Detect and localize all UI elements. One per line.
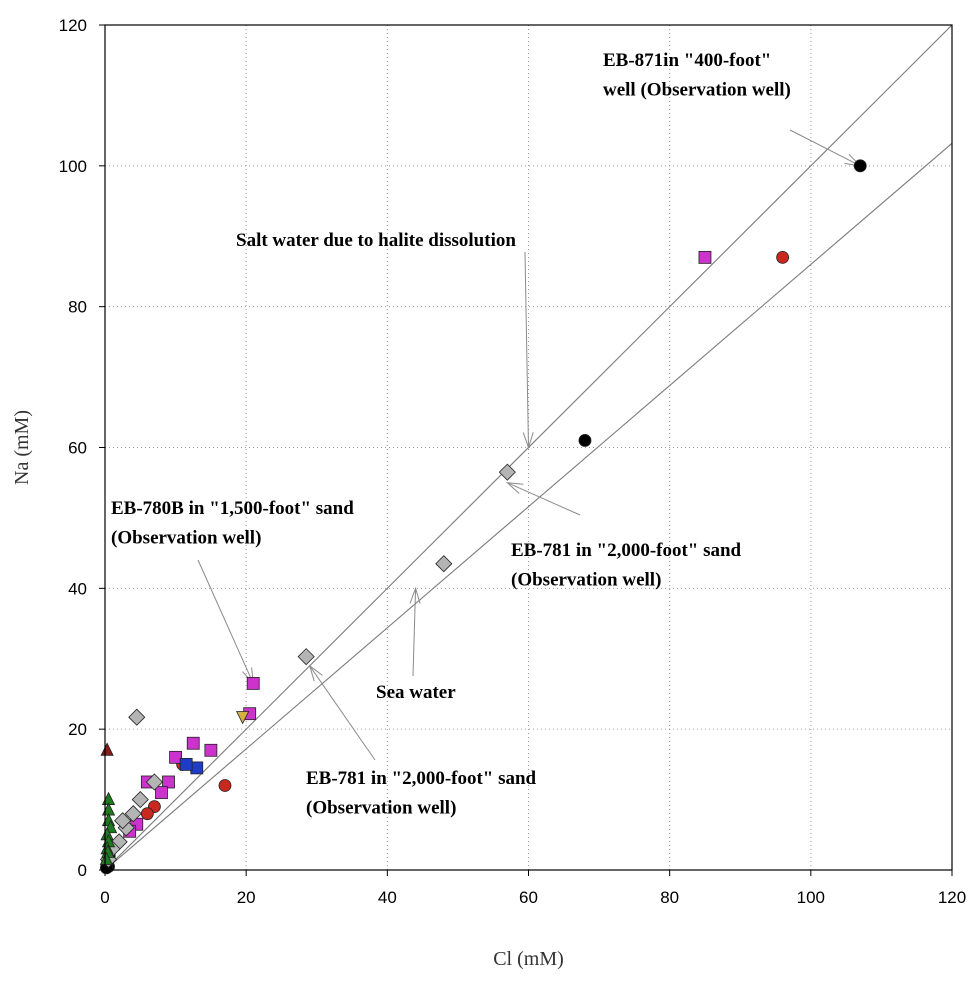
x-tick-label: 100 bbox=[797, 888, 825, 907]
data-point bbox=[131, 791, 149, 809]
annotation-label: EB-780B in "1,500-foot" sand (Observation… bbox=[111, 498, 354, 548]
data-point bbox=[246, 676, 260, 690]
y-tick-label: 60 bbox=[68, 439, 87, 458]
data-point bbox=[498, 463, 516, 481]
data-point bbox=[435, 555, 453, 573]
y-tick-labels: 0 20 40 60 80 100 120 bbox=[59, 16, 87, 880]
x-axis-title: Cl (mM) bbox=[493, 948, 564, 970]
data-point bbox=[853, 159, 867, 173]
annotation-label: Sea water bbox=[376, 682, 456, 703]
data-point bbox=[776, 250, 789, 264]
annotations: EB-871in "400-foot" well (Observation wel… bbox=[111, 50, 791, 818]
data-points bbox=[99, 159, 867, 875]
y-tick-label: 0 bbox=[78, 861, 87, 880]
data-point bbox=[155, 786, 168, 799]
data-point bbox=[218, 779, 232, 792]
annotation-label: EB-871in "400-foot" well (Observation wel… bbox=[603, 50, 791, 100]
x-tick-label: 60 bbox=[519, 888, 538, 907]
y-tick-label: 100 bbox=[59, 157, 87, 176]
x-tick-label: 120 bbox=[938, 888, 966, 907]
annotation-arrow bbox=[309, 665, 376, 761]
x-tick-labels: 0 20 40 60 80 100 120 bbox=[100, 888, 966, 907]
y-tick-label: 80 bbox=[68, 298, 87, 317]
y-axis-title: Na (mM) bbox=[11, 410, 33, 485]
annotation-label: EB-781 in "2,000-foot" sand (Observation … bbox=[306, 768, 537, 818]
data-point bbox=[100, 742, 114, 756]
annotation-arrow bbox=[789, 129, 861, 167]
x-tick-label: 40 bbox=[378, 888, 397, 907]
data-point bbox=[128, 708, 146, 726]
annotation-arrow bbox=[524, 251, 529, 448]
plot-frame bbox=[104, 24, 953, 871]
data-point bbox=[204, 743, 218, 757]
data-point bbox=[179, 757, 193, 771]
data-point bbox=[169, 750, 182, 764]
data-point bbox=[297, 648, 315, 666]
y-tick-label: 20 bbox=[68, 720, 87, 739]
annotation-arrowhead bbox=[522, 432, 534, 450]
data-point bbox=[114, 812, 132, 830]
data-point bbox=[235, 711, 250, 725]
annotation-arrow bbox=[412, 588, 417, 677]
annotation-arrow bbox=[507, 482, 581, 516]
data-point bbox=[124, 805, 142, 823]
annotation-label: EB-781 in "2,000-foot" sand (Observation … bbox=[511, 540, 742, 590]
data-point bbox=[698, 250, 712, 264]
data-point bbox=[99, 851, 114, 865]
y-tick-label: 120 bbox=[59, 16, 87, 35]
annotation-arrowhead bbox=[409, 586, 421, 604]
annotation-arrows bbox=[197, 129, 862, 761]
annotation-arrowhead bbox=[308, 664, 323, 682]
y-tick-label: 40 bbox=[68, 579, 87, 598]
annotation-label: Salt water due to halite dissolution bbox=[236, 230, 516, 251]
x-tick-label: 80 bbox=[660, 888, 679, 907]
data-point bbox=[186, 736, 200, 750]
data-point bbox=[145, 773, 163, 791]
annotation-arrowhead bbox=[505, 482, 524, 494]
data-point bbox=[578, 434, 592, 447]
annotation-arrow bbox=[197, 559, 254, 684]
x-tick-label: 20 bbox=[237, 888, 256, 907]
x-tick-label: 0 bbox=[100, 888, 109, 907]
reference-line bbox=[104, 142, 953, 871]
